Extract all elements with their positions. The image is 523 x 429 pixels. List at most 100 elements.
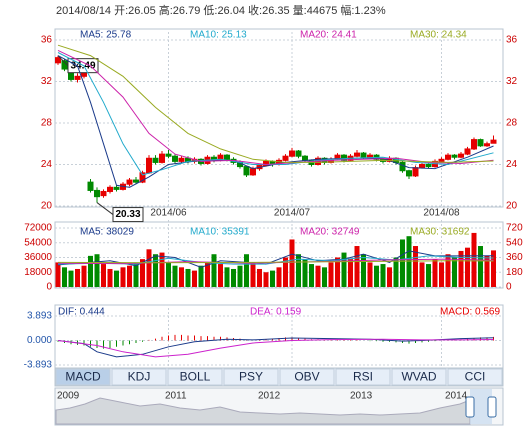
volume-bar <box>185 268 191 287</box>
volume-bar <box>237 265 243 287</box>
legend-entry: MA20: 24.41 <box>300 30 357 41</box>
indicator-tab-label[interactable]: CCI <box>465 370 486 384</box>
indicator-tab[interactable] <box>167 368 223 386</box>
volume-bar <box>218 264 223 287</box>
volume-bar <box>484 255 490 287</box>
candle-body <box>412 167 419 177</box>
indicator-tab[interactable] <box>279 368 335 386</box>
volume-bar <box>146 249 152 287</box>
indicator-tab[interactable] <box>223 368 279 386</box>
candle-body <box>159 153 165 163</box>
volume-bar <box>263 272 269 287</box>
navigator-area <box>55 397 471 425</box>
volume-bar <box>120 267 126 287</box>
indicator-tab-label[interactable]: RSI <box>353 370 373 384</box>
volume-bar <box>75 268 80 287</box>
y-tick-label: 18000 <box>24 267 52 278</box>
volume-bar <box>172 265 178 287</box>
volume-bar <box>302 259 308 287</box>
legend-entry: MA30: 31692 <box>410 227 470 238</box>
volume-frame <box>54 221 504 289</box>
candle-body <box>477 139 484 147</box>
volume-bar <box>101 264 106 287</box>
y-tick-label-right: 18000 <box>506 267 523 278</box>
volume-bar <box>192 270 197 287</box>
indicator-tab-label[interactable]: MACD <box>65 370 101 384</box>
legend-entry: MA5: 25.78 <box>80 30 132 41</box>
indicator-tab[interactable] <box>447 368 503 386</box>
candle-body <box>490 139 497 144</box>
annotation-leader <box>96 202 114 215</box>
candle-body <box>94 189 100 198</box>
volume-bar <box>465 247 470 287</box>
volume-bar <box>419 262 425 287</box>
candle-body <box>152 157 159 163</box>
candle-body <box>146 157 152 174</box>
volume-bar <box>380 264 386 287</box>
navigator-label: 2014 <box>445 391 468 402</box>
indicator-tab-label[interactable]: BOLL <box>180 370 211 384</box>
candle-body <box>282 155 289 161</box>
y-tick-label-right: 28 <box>506 118 518 129</box>
legend-entry: MA5: 38029 <box>80 227 134 238</box>
y-tick-label: 3.893 <box>27 311 52 322</box>
volume-bar <box>107 268 113 287</box>
candle-body <box>360 152 367 158</box>
candle-body <box>243 166 250 176</box>
volume-bar <box>432 259 438 287</box>
indicator-tab-label[interactable]: WVAD <box>401 370 436 384</box>
volume-bar <box>179 267 184 287</box>
volume-bar <box>270 270 275 287</box>
volume-bar <box>289 239 295 287</box>
candle-body <box>438 158 445 162</box>
volume-bar <box>426 264 431 287</box>
indicator-tab-label[interactable]: OBV <box>294 370 319 384</box>
indicator-tab[interactable] <box>391 368 447 386</box>
indicator-tab-label[interactable]: KDJ <box>128 370 151 384</box>
volume-bar <box>491 250 496 287</box>
y-tick-label: 32 <box>41 76 53 87</box>
candle-body <box>425 164 432 168</box>
candle-body <box>419 164 425 169</box>
volume-bar <box>88 255 93 287</box>
volume-bar <box>224 267 230 287</box>
volume-bar <box>159 252 165 287</box>
volume-bar <box>153 254 158 287</box>
y-tick-label-right: 24 <box>506 159 518 170</box>
volume-bar <box>127 265 132 287</box>
indicator-tab[interactable] <box>55 368 111 386</box>
volume-bar <box>276 267 282 287</box>
candle-body <box>107 186 113 192</box>
indicator-tab[interactable] <box>335 368 391 386</box>
volume-bar <box>361 254 366 287</box>
navigator-handle-left[interactable] <box>465 396 475 418</box>
volume-bar <box>296 254 301 287</box>
volume-bar <box>387 267 392 287</box>
indicator-tab-label[interactable]: PSY <box>239 370 263 384</box>
annotation-leader <box>57 55 69 67</box>
ma-line <box>57 52 494 176</box>
y-tick-label: 36 <box>41 35 53 46</box>
volume-bar <box>335 257 340 287</box>
tab-bar <box>54 367 504 387</box>
volume-bar <box>55 262 61 287</box>
volume-bar <box>322 267 327 287</box>
x-tick-label: 2014/08 <box>423 208 460 219</box>
y-tick-label: 20 <box>41 201 53 212</box>
candle-body <box>406 170 412 177</box>
legend-entry: MA20: 32749 <box>300 227 360 238</box>
volume-bar <box>341 252 347 287</box>
y-tick-label-right: 36000 <box>506 252 523 263</box>
y-tick-label-right: 0 <box>506 282 512 293</box>
y-tick-label-right: 72000 <box>506 223 523 234</box>
y-tick-label-right: 32 <box>506 76 518 87</box>
candle-body <box>458 153 464 158</box>
candle-body <box>464 148 471 155</box>
navigator-handle-right[interactable] <box>487 396 497 418</box>
volume-bar <box>68 270 74 287</box>
macd-legend: MACD: 0.569 <box>440 307 500 318</box>
navigator-label: 2012 <box>258 391 281 402</box>
navigator-label: 2013 <box>350 391 373 402</box>
candle-body <box>172 155 178 162</box>
indicator-tab[interactable] <box>111 368 167 386</box>
